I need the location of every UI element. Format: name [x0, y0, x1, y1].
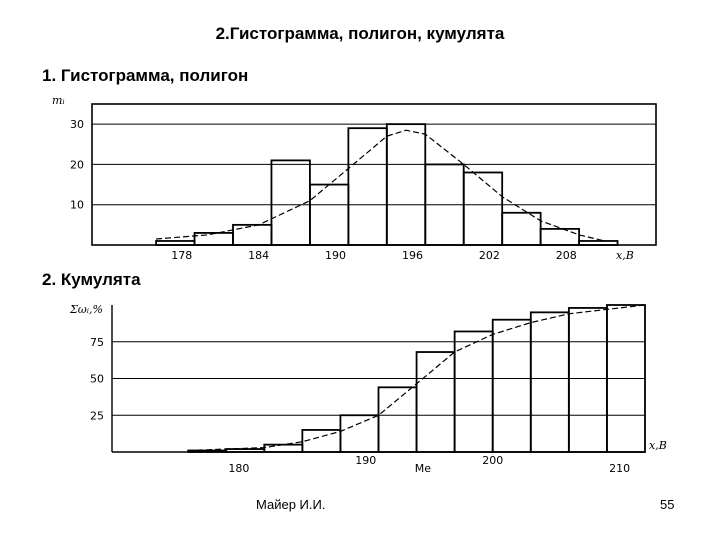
cum-y-tick-label: 75	[90, 336, 104, 349]
cum-curve	[188, 304, 646, 452]
section-heading-histogram: 1. Гистограмма, полигон	[42, 66, 249, 85]
section-heading-cumulate: 2. Кумулята	[42, 270, 141, 289]
cum-bar	[491, 318, 532, 453]
hist-bar	[309, 183, 350, 246]
cum-x-tick-label: Me	[415, 462, 431, 475]
hist-x-tick-label: 178	[171, 249, 192, 262]
hist-y-tick-label: 10	[70, 199, 84, 212]
hist-bar	[578, 240, 619, 246]
cum-x-tick-label: 180	[228, 462, 249, 475]
hist-bar	[232, 223, 273, 246]
cum-y-axis-label: Σωᵢ,%	[69, 303, 103, 316]
hist-bar	[462, 171, 504, 246]
hist-bar	[155, 240, 196, 246]
cum-x-tick-label: 200	[482, 454, 503, 467]
hist-y-tick-label: 20	[70, 158, 84, 171]
cum-y-tick-label: 25	[90, 409, 104, 422]
hist-bar	[270, 159, 311, 246]
hist-y-tick-label: 30	[70, 118, 84, 131]
hist-curve	[156, 129, 605, 242]
hist-x-axis-label: x,B	[616, 249, 634, 262]
footer-author: Майер И.И.	[256, 497, 326, 512]
cum-bar	[567, 307, 608, 453]
hist-x-tick-label: 196	[402, 249, 423, 262]
hist-x-tick-label: 208	[556, 249, 577, 262]
cumulate-chart: 25 50 75 180 190 Me 200 210 Σωᵢ,% x,B	[69, 303, 667, 475]
cum-bar	[415, 351, 456, 453]
cum-bar	[606, 304, 646, 453]
cum-x-tick-label: 210	[609, 462, 630, 475]
cum-bar	[225, 448, 266, 453]
cum-bar	[263, 443, 304, 453]
cum-bar	[339, 414, 380, 453]
hist-x-tick-label: 202	[479, 249, 500, 262]
hist-bar	[385, 123, 427, 246]
histogram-chart: 10 20 30 178 184 190 196 202 208 mᵢ x,B	[52, 94, 657, 262]
cum-x-tick-label: 190	[355, 454, 376, 467]
hist-bar	[193, 232, 234, 246]
cum-bar	[529, 311, 570, 453]
cum-bar	[377, 386, 418, 453]
cum-y-tick-label: 50	[90, 373, 104, 386]
hist-frame	[91, 103, 657, 246]
page-number: 55	[660, 497, 675, 512]
hist-x-tick-label: 190	[325, 249, 346, 262]
hist-bar	[539, 227, 580, 246]
hist-bar	[501, 211, 542, 246]
hist-bar	[347, 127, 388, 246]
hist-y-axis-label: mᵢ	[52, 94, 65, 107]
slide-title: 2.Гистограмма, полигон, кумулята	[215, 24, 505, 43]
hist-x-tick-label: 184	[248, 249, 269, 262]
cum-x-axis-label: x,B	[649, 439, 667, 452]
